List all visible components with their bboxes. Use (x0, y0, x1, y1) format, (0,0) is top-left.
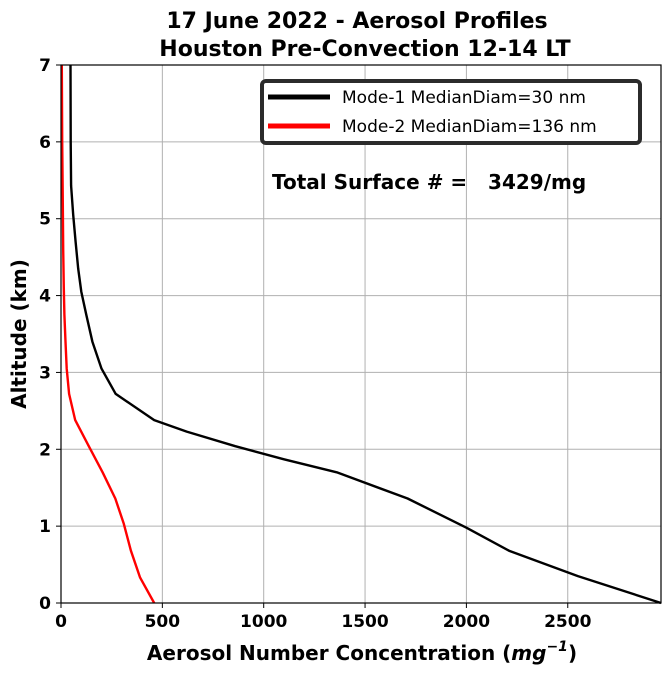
legend-label-mode-1: Mode-1 MedianDiam=30 nm (342, 88, 586, 108)
y-tick-label: 2 (39, 440, 51, 460)
y-tick-label: 3 (39, 363, 51, 383)
x-axis-label-text: Aerosol Number Concentration ( (147, 641, 511, 665)
series-line-mode-1 (69, 64, 662, 605)
y-tick-label: 7 (39, 56, 51, 76)
x-axis-label: Aerosol Number Concentration (mg−1) (147, 639, 577, 665)
legend-label-mode-2: Mode-2 MedianDiam=136 nm (342, 117, 597, 137)
x-axis-ticks: 0 500 1000 1500 2000 2500 (55, 603, 592, 632)
x-tick-label: 2000 (443, 612, 490, 632)
legend: Mode-1 MedianDiam=30 nm Mode-2 MedianDia… (260, 79, 642, 145)
chart-title-line-2: Houston Pre-Convection 12-14 LT (159, 37, 570, 62)
x-tick-label: 500 (145, 612, 181, 632)
x-tick-label: 1500 (341, 612, 388, 632)
y-tick-label: 4 (39, 287, 51, 307)
grid (60, 64, 661, 604)
total-surface-annotation: Total Surface # = 3429/mg (272, 170, 586, 194)
x-axis-label-exponent: −1 (546, 639, 567, 655)
x-tick-label: 0 (55, 612, 67, 632)
y-tick-label: 0 (39, 594, 51, 614)
y-tick-label: 1 (39, 517, 51, 537)
series-line-mode-2 (60, 64, 156, 604)
y-tick-label: 5 (39, 210, 51, 230)
chart-title-line-1: 17 June 2022 - Aerosol Profiles (166, 9, 547, 34)
y-axis-label: Altitude (km) (7, 259, 31, 409)
series-lines (60, 64, 662, 605)
legend-box (260, 79, 642, 145)
x-tick-label: 2500 (544, 612, 591, 632)
x-tick-label: 1000 (240, 612, 287, 632)
y-tick-label: 6 (39, 133, 51, 153)
plot-frame (60, 64, 662, 604)
y-axis-ticks: 0 1 2 3 4 5 6 7 (39, 56, 61, 614)
x-axis-label-close: ) (568, 641, 577, 665)
x-axis-label-unit: mg (511, 641, 546, 665)
